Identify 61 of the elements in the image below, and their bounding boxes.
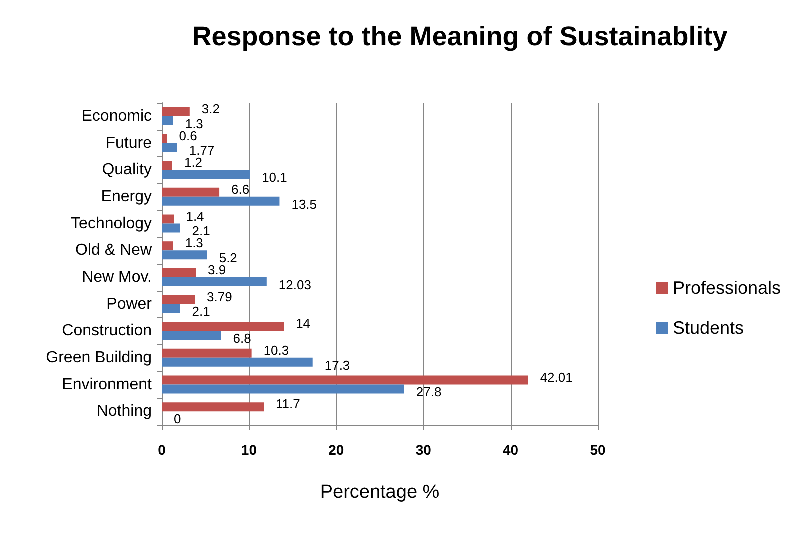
legend-label: Students [673,318,744,338]
data-label: 27.8 [416,384,442,400]
y-tick-label: Quality [102,162,152,179]
data-label: 1.4 [186,208,204,224]
bar [162,242,174,251]
legend-label: Professionals [673,278,782,298]
data-label: 42.01 [540,370,573,385]
bar [162,384,404,394]
x-tick-label: 50 [590,442,606,458]
y-tick-label: Technology [71,215,152,232]
bar [162,277,267,286]
bar [162,170,250,180]
x-tick-label: 40 [503,442,519,458]
y-tick-label: Future [106,134,152,152]
bar [162,143,178,152]
y-tick-label: Power [106,296,153,313]
bar [162,196,280,206]
bar [162,188,220,197]
data-label: 6.8 [233,331,252,346]
data-label: 3.79 [207,289,232,304]
bar [162,348,252,358]
bar [162,376,528,385]
bar [162,116,174,126]
bar [162,250,208,260]
bar [162,304,180,314]
data-label: 3.2 [202,101,220,116]
y-tick-label: Energy [101,188,152,206]
x-tick-label: 20 [328,442,344,458]
data-label: 11.7 [276,396,300,412]
x-tick-label: 0 [158,442,166,458]
data-label: 17.3 [324,358,350,373]
data-label: 2.1 [192,304,210,320]
chart-title: Response to the Meaning of Sustainablity [192,22,728,52]
bar [162,161,172,170]
data-label: 0 [174,412,182,427]
bar [162,224,180,233]
bar [162,322,284,332]
data-label: 14 [296,316,311,332]
bar [162,295,196,304]
y-tick-label: Economic [82,108,152,125]
bar [162,331,222,340]
data-label: 13.5 [292,196,318,212]
y-tick-label: Old & New [76,242,152,260]
bar [162,358,313,367]
y-tick-label: Nothing [96,403,152,420]
bar [162,268,196,278]
data-label: 6.6 [232,182,250,197]
data-label: 10.3 [264,342,290,358]
bar [162,107,190,116]
bar [162,214,174,224]
y-tick-label: Green Building [46,349,152,366]
y-tick-label: Construction [62,322,152,340]
y-tick-label: New Mov. [82,268,152,286]
data-label: 10.1 [262,170,288,186]
bar [162,402,264,412]
y-tick-label: Environment [62,376,153,394]
x-tick-label: 10 [241,442,258,458]
data-label: 12.03 [278,277,312,292]
bar [162,134,168,144]
x-tick-label: 30 [416,442,432,458]
x-axis-title: Percentage % [320,482,440,503]
